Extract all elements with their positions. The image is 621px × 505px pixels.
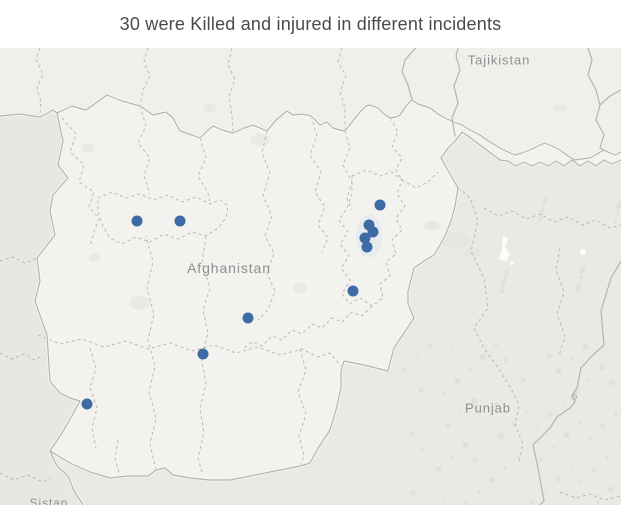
snow-patches (499, 235, 586, 265)
incident-mark[interactable] (363, 219, 375, 231)
incident-mark[interactable] (361, 241, 373, 253)
terrain-texture (24, 104, 567, 352)
incident-mark[interactable] (174, 215, 186, 227)
incident-mark[interactable] (347, 285, 359, 297)
incident-mark[interactable] (131, 215, 143, 227)
basemap (0, 48, 621, 505)
north-region (0, 48, 621, 160)
afghanistan-region (35, 95, 621, 480)
incident-mark[interactable] (374, 199, 386, 211)
incident-mark[interactable] (81, 398, 93, 410)
country-borders (0, 48, 621, 505)
incident-mark[interactable] (359, 232, 371, 244)
incident-mark[interactable] (197, 348, 209, 360)
speckle-texture (399, 197, 621, 505)
chart-title-area: 30 were Killed and injured in different … (0, 0, 621, 48)
incident-mark[interactable] (242, 312, 254, 324)
chart-title: 30 were Killed and injured in different … (119, 13, 502, 34)
map-canvas[interactable]: Tajikistan Afghanistan Punjab Sistan (0, 48, 621, 505)
west-region (0, 113, 83, 505)
incident-mark[interactable] (367, 226, 379, 238)
